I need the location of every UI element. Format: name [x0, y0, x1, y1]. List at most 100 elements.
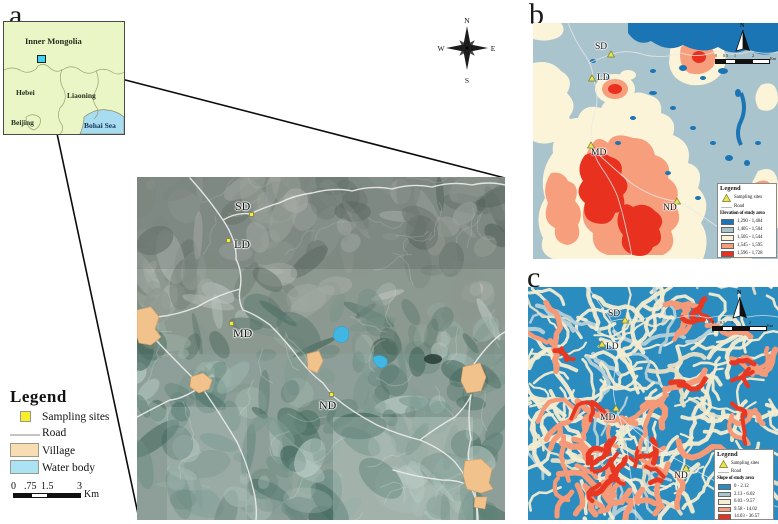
sampling-sites-swatch — [20, 411, 31, 422]
legend-item-water-body: Water body — [42, 462, 96, 474]
legend-panel-c: Legend Sampling sites Road Slope of stud… — [714, 449, 774, 520]
satellite-texture — [137, 177, 505, 520]
legend-road-label: Road — [731, 469, 742, 474]
scale-bar-segment — [752, 59, 770, 64]
svg-text:N: N — [464, 16, 470, 25]
road-lines — [137, 177, 505, 520]
scale-tick: 2 — [752, 53, 754, 58]
north-arrow-icon — [735, 29, 750, 52]
svg-text:S: S — [465, 76, 469, 85]
study-area-highlight-box — [37, 55, 46, 63]
class-range: 1,505 - 1,544 — [737, 235, 763, 240]
legend-sampling-label: Sampling sites — [734, 195, 763, 200]
legend-panel-b: Legend Sampling sites Road Elevation of … — [717, 183, 777, 258]
scale-tick: 0.5 — [723, 53, 728, 58]
sampling-site-marker-sd — [249, 212, 254, 217]
sampling-site-triangle-icon — [719, 460, 728, 468]
scale-bar-segment — [749, 326, 767, 331]
sampling-site-marker-nd — [329, 392, 334, 397]
water-body-swatch — [10, 460, 39, 474]
elevation-map: SD LD MD ND N 0 0.5 1 2 Km Legend Sampli… — [533, 23, 778, 259]
site-label-sd: SD — [608, 309, 621, 319]
satellite-features — [137, 177, 505, 520]
class-swatch — [721, 251, 734, 257]
class-range: 9.58 - 14.02 — [734, 506, 758, 512]
class-swatch — [718, 491, 731, 497]
north-arrow-icon — [732, 296, 747, 319]
scale-tick: 0 — [715, 53, 717, 58]
class-swatch — [721, 219, 734, 225]
scale-tick: .75 — [24, 481, 37, 492]
satellite-image: SD LD MD ND — [137, 177, 505, 520]
scale-unit: Km — [84, 489, 99, 500]
label-hebei: Hebei — [16, 88, 35, 97]
class-range: 0 - 2.12 — [734, 484, 749, 489]
road-line-swatch — [10, 434, 40, 436]
scale-unit: Km — [767, 323, 773, 328]
village-polygons — [137, 306, 494, 510]
class-swatch — [718, 484, 731, 490]
label-beijing: Beijing — [11, 118, 34, 127]
panel-c-label: c — [527, 261, 541, 294]
site-label-ld: LD — [606, 342, 619, 352]
elevation-blobs — [533, 23, 778, 259]
scale-bar-a: 0 .75 1.5 3 Km — [8, 481, 136, 503]
dark-patch — [424, 354, 442, 364]
site-label-ld: LD — [597, 73, 610, 83]
scale-bar-b: 0 0.5 1 2 Km — [715, 54, 777, 64]
north-label: N — [740, 23, 745, 29]
legend-section-title: Elevation of study area — [720, 211, 765, 216]
legend-item-road: Road — [42, 427, 67, 439]
sampling-site-triangles — [586, 50, 682, 205]
class-range: 1,290 - 1,404 — [737, 219, 763, 224]
site-label-sd: SD — [235, 199, 251, 213]
class-range: 1,405 - 1,504 — [737, 227, 763, 232]
label-inner-mongolia: Inner Mongolia — [25, 36, 82, 46]
label-liaoning: Liaoning — [67, 91, 96, 100]
water-body-shapes — [332, 326, 388, 369]
scale-tick: 2 — [749, 320, 751, 325]
legend-item-village: Village — [42, 445, 76, 457]
sampling-site-marker-md — [229, 321, 234, 326]
class-swatch — [718, 499, 731, 505]
site-label-nd: ND — [674, 471, 688, 481]
legend-title: Legend — [10, 387, 67, 406]
scale-bar-segment — [31, 493, 48, 498]
slope-roads — [587, 287, 778, 520]
legend-panel-a: Legend Sampling sites Road Village Water… — [8, 383, 136, 518]
sampling-site-triangles — [597, 316, 691, 472]
panel-b-label: b — [529, 0, 544, 31]
scale-unit: Km — [770, 56, 776, 61]
road-line-icon — [718, 472, 729, 473]
legend-road-label: Road — [734, 204, 745, 209]
class-range: 1,596 - 1,728 — [737, 251, 763, 256]
site-label-md: MD — [233, 326, 253, 340]
site-label-ld: LD — [234, 237, 250, 251]
legend-title: Legend — [720, 185, 741, 192]
svg-text:E: E — [491, 44, 496, 53]
svg-text:W: W — [437, 44, 445, 53]
inset-map-china: Inner Mongolia Hebei Liaoning Beijing Bo… — [3, 21, 125, 135]
scale-tick: 1 — [731, 320, 733, 325]
scale-bar-c: 0 0.5 1 2 Km — [712, 321, 774, 331]
scale-tick: 0 — [712, 320, 714, 325]
legend-item-sampling-sites: Sampling sites — [42, 411, 110, 423]
scale-tick: 0 — [11, 481, 16, 492]
class-range: 14.03 - 36.57 — [734, 514, 760, 519]
scale-tick: 1.5 — [41, 481, 54, 492]
class-swatch — [721, 235, 734, 241]
road-line-icon — [721, 207, 732, 208]
class-range: 2.13 - 6.02 — [734, 491, 755, 497]
north-label: N — [737, 290, 742, 296]
site-label-nd: ND — [663, 203, 677, 213]
site-label-nd: ND — [319, 398, 337, 412]
class-range: 1,545 - 1,595 — [737, 243, 763, 248]
slope-texture — [528, 287, 778, 520]
class-swatch — [721, 227, 734, 233]
scale-tick: 3 — [77, 481, 82, 492]
sampling-site-marker-ld — [226, 238, 231, 243]
legend-section-title: Slope of study area — [717, 476, 754, 481]
scale-tick: 1 — [734, 53, 736, 58]
compass-rose-icon: N S W E — [437, 16, 496, 85]
